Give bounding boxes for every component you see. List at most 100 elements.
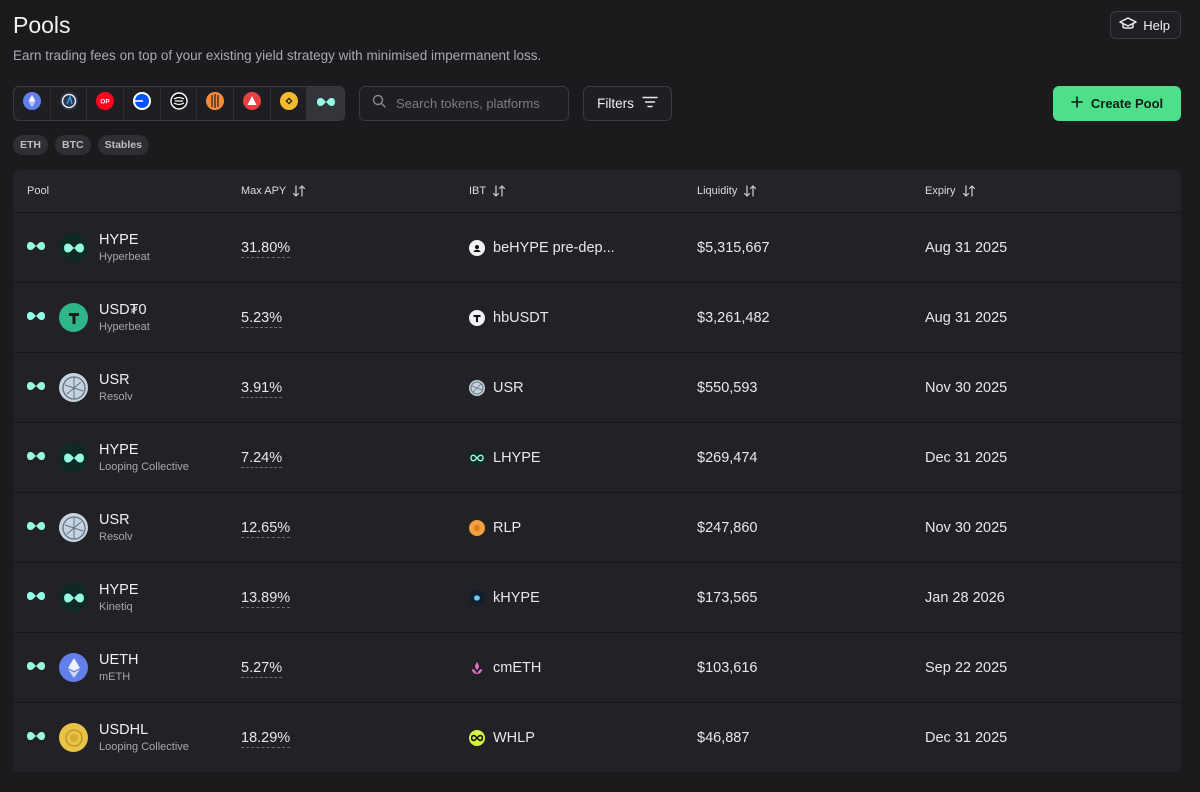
table-row[interactable]: HYPE Hyperbeat 31.80% beHYPE pre-dep... … <box>13 212 1181 282</box>
ibt-name: beHYPE pre-dep... <box>493 239 615 256</box>
table-row[interactable]: USDHL Looping Collective 18.29% WHLP $46… <box>13 702 1181 772</box>
max-apy-value[interactable]: 7.24% <box>241 449 283 468</box>
usdhl-token-icon <box>59 723 88 752</box>
filters-button[interactable]: Filters <box>583 86 672 121</box>
hyperliquid-icon <box>316 95 336 113</box>
category-tags: ETH BTC Stables <box>13 135 149 155</box>
hyperliquid-icon <box>26 239 59 257</box>
chain-filter-bar: OP <box>13 86 345 121</box>
header-max-apy[interactable]: Max APY <box>241 185 469 197</box>
ibt-name: LHYPE <box>493 449 541 466</box>
hyperliquid-icon <box>26 379 59 397</box>
max-apy-value[interactable]: 12.65% <box>241 519 291 538</box>
hyperliquid-icon <box>26 729 59 747</box>
hyperliquid-icon <box>26 659 59 677</box>
liquidity-value: $5,315,667 <box>697 239 770 256</box>
chain-base-button[interactable] <box>124 87 161 120</box>
chain-pendle-button[interactable] <box>197 87 235 120</box>
ibt-name: hbUSDT <box>493 309 549 326</box>
header-pool: Pool <box>13 185 241 197</box>
liquidity-value: $173,565 <box>697 589 758 606</box>
khype-icon <box>469 589 485 606</box>
create-pool-button[interactable]: Create Pool <box>1053 86 1181 121</box>
pool-token-name: USR <box>99 371 130 388</box>
lhype-icon <box>469 449 485 466</box>
header-ibt[interactable]: IBT <box>469 185 697 197</box>
page-title: Pools <box>13 12 71 38</box>
help-button[interactable]: Help <box>1110 11 1181 39</box>
chain-ethereum-button[interactable] <box>14 87 51 120</box>
header-expiry[interactable]: Expiry <box>925 185 1153 197</box>
pool-platform-name: Resolv <box>99 390 133 403</box>
table-row[interactable]: HYPE Kinetiq 13.89% kHYPE $173,565 Jan 2… <box>13 562 1181 632</box>
chain-sonic-button[interactable] <box>161 87 198 120</box>
chain-hyperliquid-button[interactable] <box>307 87 344 120</box>
max-apy-value[interactable]: 5.23% <box>241 309 283 328</box>
header-ibt-label: IBT <box>469 185 487 197</box>
header-pool-label: Pool <box>27 185 50 197</box>
max-apy-value[interactable]: 18.29% <box>241 729 291 748</box>
pool-token-name: USDHL <box>99 721 149 738</box>
tag-stables[interactable]: Stables <box>97 135 149 155</box>
table-row[interactable]: USR Resolv 12.65% RLP $247,860 Nov 30 20… <box>13 492 1181 562</box>
tag-btc[interactable]: BTC <box>55 135 91 155</box>
chain-bnb-button[interactable] <box>271 87 308 120</box>
help-label: Help <box>1143 17 1170 33</box>
hype-token-icon <box>59 583 88 612</box>
sort-icon[interactable] <box>962 185 976 197</box>
table-row[interactable]: HYPE Looping Collective 7.24% LHYPE $269… <box>13 422 1181 492</box>
table-header: Pool Max APY IBT Liquidity Expiry <box>13 170 1181 212</box>
table-row[interactable]: USD₮0 Hyperbeat 5.23% hbUSDT $3,261,482 … <box>13 282 1181 352</box>
max-apy-value[interactable]: 31.80% <box>241 239 291 258</box>
base-icon <box>132 92 151 115</box>
hype-token-icon <box>59 233 88 262</box>
filters-label: Filters <box>597 96 634 111</box>
search-input[interactable] <box>396 96 556 111</box>
svg-text:OP: OP <box>100 99 110 106</box>
chain-arbitrum-button[interactable] <box>51 87 88 120</box>
search-box[interactable] <box>359 86 569 121</box>
table-row[interactable]: USR Resolv 3.91% USR $550,593 Nov 30 202… <box>13 352 1181 422</box>
liquidity-value: $103,616 <box>697 659 758 676</box>
max-apy-value[interactable]: 5.27% <box>241 659 283 678</box>
ibt-name: kHYPE <box>493 589 540 606</box>
sort-icon[interactable] <box>743 185 757 197</box>
ibt-name: RLP <box>493 519 522 536</box>
max-apy-value[interactable]: 3.91% <box>241 379 283 398</box>
hyperliquid-icon <box>26 449 59 467</box>
max-apy-value[interactable]: 13.89% <box>241 589 291 608</box>
pool-platform-name: Hyperbeat <box>99 320 150 333</box>
pendle-icon <box>206 92 225 115</box>
arbitrum-icon <box>59 92 78 115</box>
expiry-value: Aug 31 2025 <box>925 309 1008 326</box>
chain-optimism-button[interactable]: OP <box>87 87 125 120</box>
page-subtitle: Earn trading fees on top of your existin… <box>13 48 542 63</box>
chain-avalanche-button[interactable] <box>234 87 271 120</box>
graduation-cap-icon <box>1119 16 1137 34</box>
liquidity-value: $550,593 <box>697 379 758 396</box>
header-liquidity-label: Liquidity <box>697 185 738 197</box>
usr-token-icon <box>59 513 88 542</box>
rlp-icon <box>469 519 485 536</box>
pool-token-name: HYPE <box>99 581 139 598</box>
liquidity-value: $269,474 <box>697 449 758 466</box>
bnb-icon <box>279 92 298 115</box>
pool-token-name: USD₮0 <box>99 301 147 318</box>
pool-platform-name: Looping Collective <box>99 460 189 473</box>
tag-eth[interactable]: ETH <box>13 135 48 155</box>
expiry-value: Sep 22 2025 <box>925 659 1008 676</box>
table-row[interactable]: UETH mETH 5.27% cmETH $103,616 Sep 22 20… <box>13 632 1181 702</box>
ibt-name: WHLP <box>493 729 535 746</box>
hyperliquid-icon <box>26 309 59 327</box>
hbusdt-icon <box>469 309 485 326</box>
sort-icon[interactable] <box>492 185 506 197</box>
pool-token-name: UETH <box>99 651 139 668</box>
pool-platform-name: Hyperbeat <box>99 250 150 263</box>
liquidity-value: $247,860 <box>697 519 758 536</box>
pools-table: Pool Max APY IBT Liquidity Expiry HYPE H… <box>13 170 1181 772</box>
header-liquidity[interactable]: Liquidity <box>697 185 925 197</box>
sort-icon[interactable] <box>292 185 306 197</box>
plus-icon <box>1071 96 1083 111</box>
pool-token-name: HYPE <box>99 441 139 458</box>
ueth-token-icon <box>59 653 88 682</box>
